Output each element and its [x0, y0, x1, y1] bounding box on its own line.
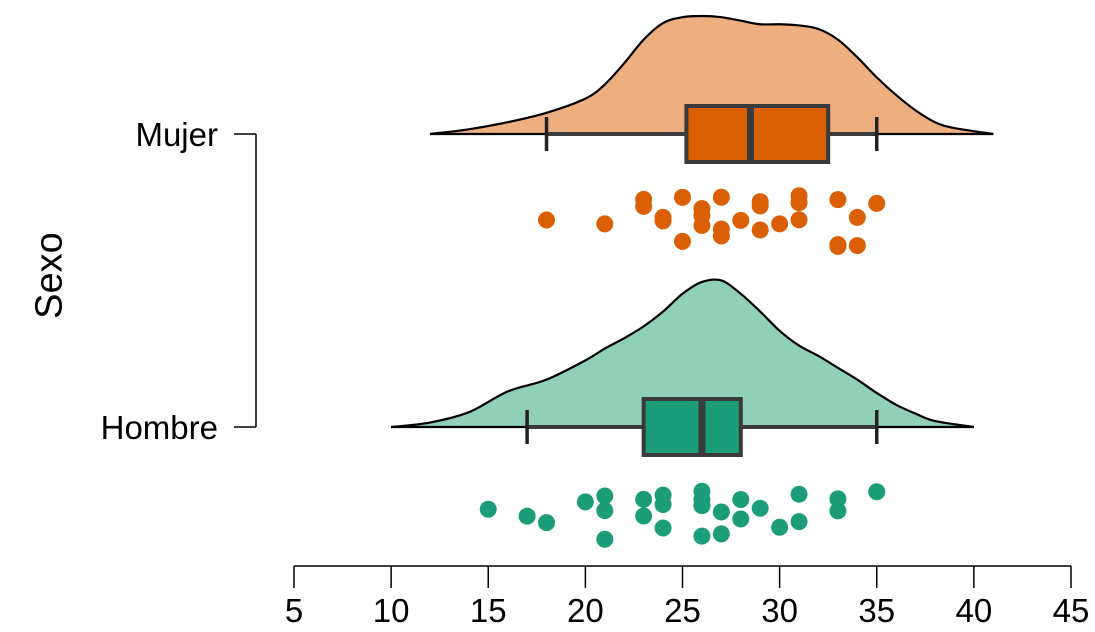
point-mujer: [538, 211, 556, 229]
point-hombre: [829, 502, 847, 520]
point-hombre: [635, 490, 653, 508]
point-hombre: [596, 487, 614, 505]
point-hombre: [771, 518, 789, 536]
point-mujer: [848, 237, 866, 255]
point-mujer: [712, 220, 730, 238]
point-hombre: [654, 519, 672, 537]
x-tick-label: 25: [664, 592, 701, 629]
y-axis: Mujer Hombre: [101, 116, 257, 446]
point-mujer: [848, 208, 866, 226]
point-hombre: [732, 491, 750, 509]
point-hombre: [576, 493, 594, 511]
point-hombre: [790, 485, 808, 503]
boxplots: [525, 104, 879, 457]
point-hombre: [596, 530, 614, 548]
x-tick-label: 35: [858, 592, 895, 629]
x-tick-label: 20: [567, 592, 604, 629]
x-tick-label: 5: [285, 592, 303, 629]
point-mujer: [732, 211, 750, 229]
point-hombre: [654, 486, 672, 504]
density-outline-hombre: [391, 278, 975, 429]
point-hombre: [538, 514, 556, 532]
density-cloud-mujer: [429, 16, 994, 134]
density-cloud-hombre: [391, 279, 974, 427]
point-mujer: [829, 191, 847, 209]
point-mujer: [751, 221, 769, 239]
data-points: [479, 187, 886, 548]
point-hombre: [596, 502, 614, 520]
point-mujer: [712, 188, 730, 206]
x-axis: 5 10 15 20 25 30 35 40 45: [285, 565, 1090, 629]
box-mujer: [684, 104, 831, 164]
point-hombre: [829, 490, 847, 508]
point-mujer: [674, 232, 691, 250]
point-mujer: [790, 187, 808, 205]
density-outline-mujer: [429, 14, 994, 136]
point-hombre: [868, 483, 886, 501]
point-mujer: [829, 237, 847, 255]
point-hombre: [712, 525, 730, 543]
point-mujer: [674, 188, 691, 206]
point-hombre: [732, 510, 750, 528]
point-hombre: [712, 503, 730, 521]
point-hombre: [693, 527, 711, 545]
point-hombre: [693, 491, 711, 509]
x-tick-label: 45: [1053, 592, 1090, 629]
point-hombre: [751, 499, 769, 517]
x-tick-label: 15: [470, 592, 507, 629]
point-hombre: [479, 500, 497, 518]
category-label-mujer: Mujer: [135, 116, 218, 153]
point-mujer: [751, 193, 769, 211]
point-mujer: [790, 211, 808, 229]
point-mujer: [635, 197, 653, 215]
x-tick-label: 40: [956, 592, 993, 629]
density-clouds: [391, 14, 994, 429]
point-hombre: [635, 507, 653, 525]
y-axis-title: Sexo: [28, 232, 70, 319]
category-label-hombre: Hombre: [101, 409, 218, 446]
point-mujer: [596, 215, 614, 233]
point-mujer: [693, 200, 711, 218]
point-hombre: [790, 513, 808, 531]
x-tick-label: 30: [761, 592, 798, 629]
point-hombre: [518, 507, 536, 525]
point-mujer: [654, 212, 672, 230]
box-hombre: [641, 397, 743, 457]
x-tick-label: 10: [373, 592, 410, 629]
point-mujer: [771, 215, 789, 233]
point-mujer: [868, 194, 886, 212]
